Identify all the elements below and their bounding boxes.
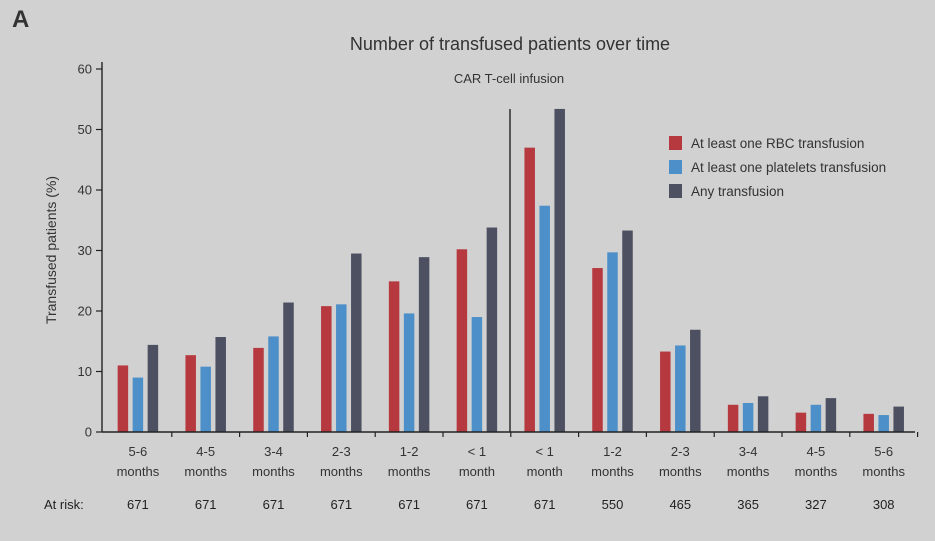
legend-label: Any transfusion xyxy=(691,184,784,199)
bar-platelets xyxy=(878,415,889,432)
bar-any xyxy=(486,227,498,432)
x-tick-label: 2-3 xyxy=(332,444,351,459)
bar-any xyxy=(418,257,430,432)
x-tick-label-unit: months xyxy=(795,464,838,479)
bar-any xyxy=(893,406,904,432)
x-tick-label: 2-3 xyxy=(671,444,690,459)
x-tick-label: < 1 xyxy=(468,444,486,459)
x-tick-label: 1-2 xyxy=(400,444,419,459)
bar-any xyxy=(215,337,226,432)
bar-platelets xyxy=(675,345,686,432)
bar-any xyxy=(622,230,633,432)
at-risk-value: 671 xyxy=(263,497,285,512)
x-tick-label: 1-2 xyxy=(603,444,622,459)
x-tick-label: 5-6 xyxy=(129,444,148,459)
at-risk-value: 365 xyxy=(737,497,759,512)
x-tick-label: 4-5 xyxy=(196,444,215,459)
at-risk-value: 671 xyxy=(534,497,556,512)
bar-platelets xyxy=(810,404,822,432)
x-tick-label-unit: month xyxy=(527,464,563,479)
bar-rbc xyxy=(524,147,535,432)
legend-label: At least one platelets transfusion xyxy=(691,160,886,175)
at-risk-value: 671 xyxy=(195,497,217,512)
y-axis-label: Transfused patients (%) xyxy=(43,176,59,324)
bar-platelets xyxy=(200,366,211,432)
bar-rbc xyxy=(185,355,196,432)
bar-platelets xyxy=(268,336,279,432)
bar-rbc xyxy=(456,249,468,432)
panel-label: A xyxy=(12,6,30,33)
at-risk-value: 465 xyxy=(669,497,691,512)
at-risk-value: 671 xyxy=(127,497,149,512)
bar-platelets xyxy=(607,252,618,432)
x-tick-label-unit: months xyxy=(117,464,160,479)
at-risk-value: 327 xyxy=(805,497,827,512)
bar-rbc xyxy=(321,306,332,432)
x-tick-label-unit: months xyxy=(388,464,431,479)
bar-rbc xyxy=(727,404,739,432)
x-tick-label: < 1 xyxy=(535,444,553,459)
x-tick-label-unit: month xyxy=(459,464,495,479)
legend-swatch-rbc xyxy=(669,136,682,150)
legend: At least one RBC transfusion At least one… xyxy=(669,136,886,199)
x-tick-label-unit: months xyxy=(659,464,702,479)
bar-any xyxy=(690,329,701,432)
infusion-annotation: CAR T-cell infusion xyxy=(454,71,564,86)
x-tick-label-unit: months xyxy=(862,464,905,479)
x-tick-label-unit: months xyxy=(591,464,634,479)
bar-rbc xyxy=(253,347,264,432)
at-risk-value: 671 xyxy=(330,497,352,512)
bar-platelets xyxy=(742,402,754,432)
x-tick-label-unit: months xyxy=(252,464,295,479)
bar-any xyxy=(825,398,837,432)
bar-rbc xyxy=(660,351,671,432)
bar-rbc xyxy=(863,413,874,432)
y-tick-label: 40 xyxy=(78,183,92,198)
bar-rbc xyxy=(795,412,807,432)
bar-any xyxy=(554,108,565,433)
y-tick-label: 0 xyxy=(85,425,92,440)
x-tick-label-unit: months xyxy=(320,464,363,479)
at-risk-value: 671 xyxy=(466,497,488,512)
at-risk-value: 308 xyxy=(873,497,895,512)
at-risk-value: 671 xyxy=(398,497,420,512)
y-tick-label: 60 xyxy=(78,62,92,77)
at-risk-label: At risk: xyxy=(44,497,84,512)
bar-rbc xyxy=(117,365,129,432)
y-tick-label: 10 xyxy=(78,364,92,379)
x-tick-label: 5-6 xyxy=(874,444,893,459)
legend-label: At least one RBC transfusion xyxy=(691,136,864,151)
x-tick-label: 3-4 xyxy=(264,444,283,459)
legend-swatch-any xyxy=(669,184,682,198)
y-tick-label: 30 xyxy=(78,243,92,258)
bar-any xyxy=(757,396,769,432)
bar-platelets xyxy=(336,304,347,432)
x-tick-label-unit: months xyxy=(727,464,770,479)
bar-platelets xyxy=(471,317,483,432)
bar-rbc xyxy=(592,268,603,432)
bar-platelets xyxy=(539,205,550,432)
bar-any xyxy=(283,302,294,432)
legend-swatch-platelets xyxy=(669,160,682,174)
bar-platelets xyxy=(132,377,144,432)
bar-rbc xyxy=(388,281,400,432)
y-tick-label: 20 xyxy=(78,304,92,319)
chart-title: Number of transfused patients over time xyxy=(350,34,670,54)
y-tick-label: 50 xyxy=(78,122,92,137)
x-tick-label: 3-4 xyxy=(739,444,758,459)
bar-any xyxy=(351,253,362,432)
bar-platelets xyxy=(403,313,415,432)
x-tick-label: 4-5 xyxy=(807,444,826,459)
bar-any xyxy=(147,344,159,432)
x-tick-label-unit: months xyxy=(184,464,227,479)
at-risk-value: 550 xyxy=(602,497,624,512)
